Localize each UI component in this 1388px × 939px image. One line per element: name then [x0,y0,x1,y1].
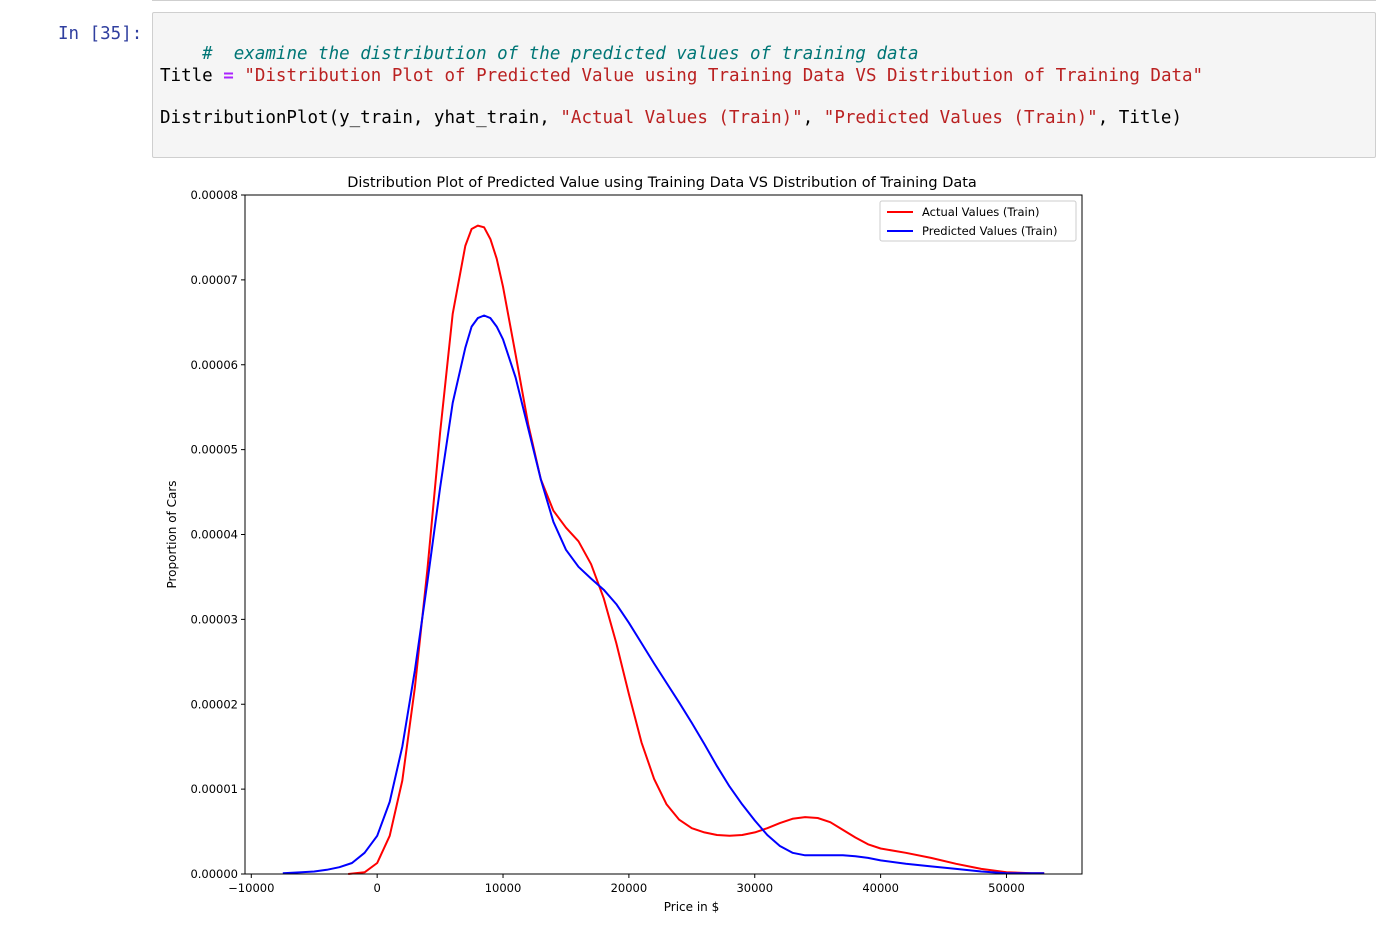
series-line-predicted [282,314,1045,875]
x-axis-ticks: −10000 0 10000 20000 30000 40000 50000 [228,874,1025,895]
x-tick-label: 50000 [988,881,1025,895]
y-axis-ticks: 0.00000 0.00001 0.00002 0.00003 0.00004 0.000… [190,188,245,881]
y-tick-label: 0.00003 [190,612,238,626]
x-tick-label: −10000 [228,881,274,895]
chart-title: Distribution Plot of Predicted Value usi… [347,175,977,191]
y-tick-label: 0.00004 [190,528,238,542]
code-line-call: DistributionPlot(y_train, yhat_train, "A… [160,108,1182,128]
code-separator: , [802,108,824,128]
code-string-arg1: "Actual Values (Train)" [560,108,803,128]
legend-box [879,200,1077,242]
distribution-chart: Distribution Plot of Predicted Value usi… [165,175,1083,914]
x-tick-label: 30000 [736,881,773,895]
code-string-title: "Distribution Plot of Predicted Value us… [244,66,1204,86]
code-comment: # examine the distribution of the predic… [202,44,919,64]
plot-lines [282,224,1045,875]
y-tick-label: 0.00001 [190,782,238,796]
y-tick-label: 0.00008 [190,188,238,202]
x-tick-label: 10000 [485,881,522,895]
code-tail: , Title) [1097,108,1183,128]
code-line-title: Title = "Distribution Plot of Predicted … [160,66,1203,86]
code-var-title: Title [160,66,213,86]
cell-output: Distribution Plot of Predicted Value usi… [152,165,1112,925]
chart-legend: Actual Values (Train) Predicted Values (T… [879,200,1077,242]
axes-frame [244,194,1083,875]
x-tick-label: 40000 [862,881,899,895]
code-func-call: DistributionPlot(y_train, yhat_train, [160,108,561,128]
x-axis-label: Price in $ [664,900,719,914]
x-tick-label: 0 [373,881,380,895]
y-tick-label: 0.00006 [190,358,238,372]
code-cell-input[interactable]: # examine the distribution of the predic… [152,12,1376,158]
previous-cell-border [152,0,1376,1]
y-tick-label: 0.00005 [190,443,238,457]
code-line-comment: # examine the distribution of the predic… [160,24,919,84]
code-operator: = [223,66,234,86]
input-prompt: In [35]: [58,24,143,44]
y-tick-label: 0.00007 [190,273,238,287]
legend-label: Predicted Values (Train) [922,224,1057,238]
y-tick-label: 0.00002 [190,697,238,711]
y-tick-label: 0.00000 [190,867,238,881]
x-tick-label: 20000 [611,881,648,895]
legend-label: Actual Values (Train) [922,205,1039,219]
series-line-actual [348,224,1045,875]
y-axis-label: Proportion of Cars [165,480,179,588]
code-string-arg2: "Predicted Values (Train)" [823,108,1098,128]
